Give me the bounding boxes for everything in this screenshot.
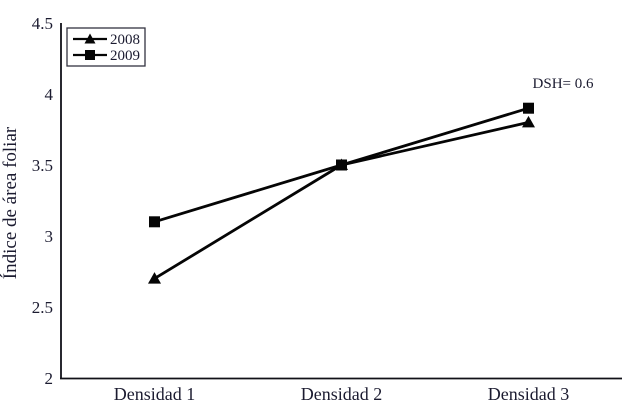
y-tick-label: 2.5	[32, 298, 53, 317]
y-tick-label: 3.5	[32, 156, 53, 175]
legend-label-2008: 2008	[110, 32, 140, 48]
y-tick-label: 4	[45, 85, 54, 104]
y-tick-label: 4.5	[32, 14, 53, 33]
y-tick-label: 3	[45, 227, 54, 246]
y-axis-title: Índice de área foliar	[0, 126, 21, 279]
y-tick-label: 2	[45, 369, 54, 388]
legend-triangle-icon	[84, 33, 96, 44]
series-line-2008	[153, 121, 529, 280]
x-tick-label: Densidad 3	[488, 384, 569, 404]
legend-square-icon	[85, 50, 95, 60]
x-tick-label: Densidad 1	[114, 384, 195, 404]
marker-triangle-2008	[148, 272, 161, 284]
marker-square-2009	[523, 102, 534, 114]
legend-box	[66, 27, 146, 67]
marker-square-2009	[149, 216, 160, 228]
annotation-dsh: DSH= 0.6	[533, 76, 594, 92]
marker-square-2009	[336, 159, 347, 171]
marker-triangle-2008	[522, 115, 535, 128]
legend-label-2009: 2009	[110, 48, 140, 64]
x-tick-label: Densidad 2	[301, 384, 382, 404]
